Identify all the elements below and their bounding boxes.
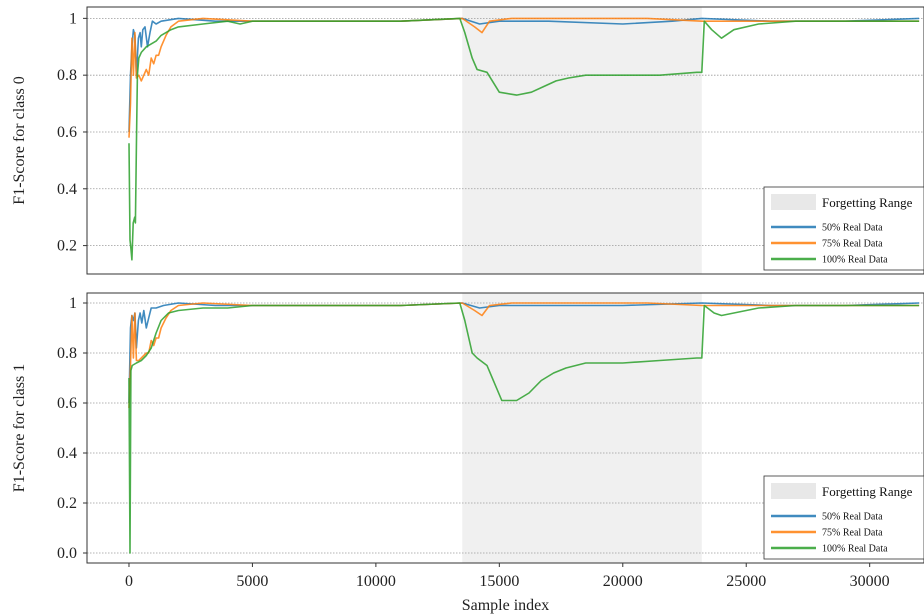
x-axis-label: Sample index (462, 597, 550, 614)
y-tick-label: 0.0 (57, 545, 77, 562)
legend: Forgetting Range 50% Real Data 75% Real Da… (763, 475, 924, 560)
y-axis-label: F1-Score for class 0 (11, 76, 28, 204)
x-tick-label: 15000 (479, 573, 519, 590)
panel-0: 0.2 0.4 0.6 0.8 1 F1-Score for class 0 Forgett… (11, 6, 924, 275)
legend-label-series: 75% Real Data (822, 528, 883, 539)
y-tick-label: 0.8 (57, 345, 77, 362)
y-tick-label: 0.4 (57, 181, 77, 198)
y-tick-label: 0.4 (57, 445, 77, 462)
plot-frame (86, 6, 924, 275)
x-tick-label: 25000 (726, 573, 766, 590)
y-tick-label: 0.2 (57, 238, 77, 255)
legend-label-series: 100% Real Data (822, 255, 888, 266)
y-tick-label: 0.2 (57, 495, 77, 512)
legend-label-forgetting-range: Forgetting Range (822, 195, 913, 210)
y-tick-label: 0.8 (57, 67, 77, 84)
forgetting-range-band (462, 293, 702, 563)
x-tick-label: 30000 (850, 573, 890, 590)
y-tick-label: 1 (69, 10, 77, 27)
panel-1: 0.0 0.2 0.4 0.6 0.8 1 F1-Score for class 1 0 500… (11, 292, 924, 614)
series-line-75-real-data (128, 302, 920, 409)
x-tick-label: 0 (125, 573, 133, 590)
legend-label-series: 50% Real Data (822, 512, 883, 523)
legend: Forgetting Range 50% Real Data 75% Real Da… (763, 186, 924, 271)
legend-swatch-forgetting-range (771, 194, 816, 210)
legend-label-series: 100% Real Data (822, 544, 888, 555)
y-axis-label: F1-Score for class 1 (11, 364, 28, 492)
legend-swatch-forgetting-range (771, 483, 816, 499)
y-tick-label: 1 (69, 295, 77, 312)
x-tick-label: 20000 (603, 573, 643, 590)
x-tick-label: 10000 (356, 573, 396, 590)
y-tick-label: 0.6 (57, 395, 77, 412)
legend-label-forgetting-range: Forgetting Range (822, 484, 913, 499)
y-tick-label: 0.6 (57, 124, 77, 141)
plot-frame (86, 292, 924, 564)
forgetting-range-band (462, 7, 702, 274)
legend-label-series: 50% Real Data (822, 223, 883, 234)
series-line-100-real-data (128, 302, 920, 554)
x-tick-label: 5000 (236, 573, 268, 590)
legend-label-series: 75% Real Data (822, 239, 883, 250)
series-line-100-real-data (128, 17, 920, 261)
